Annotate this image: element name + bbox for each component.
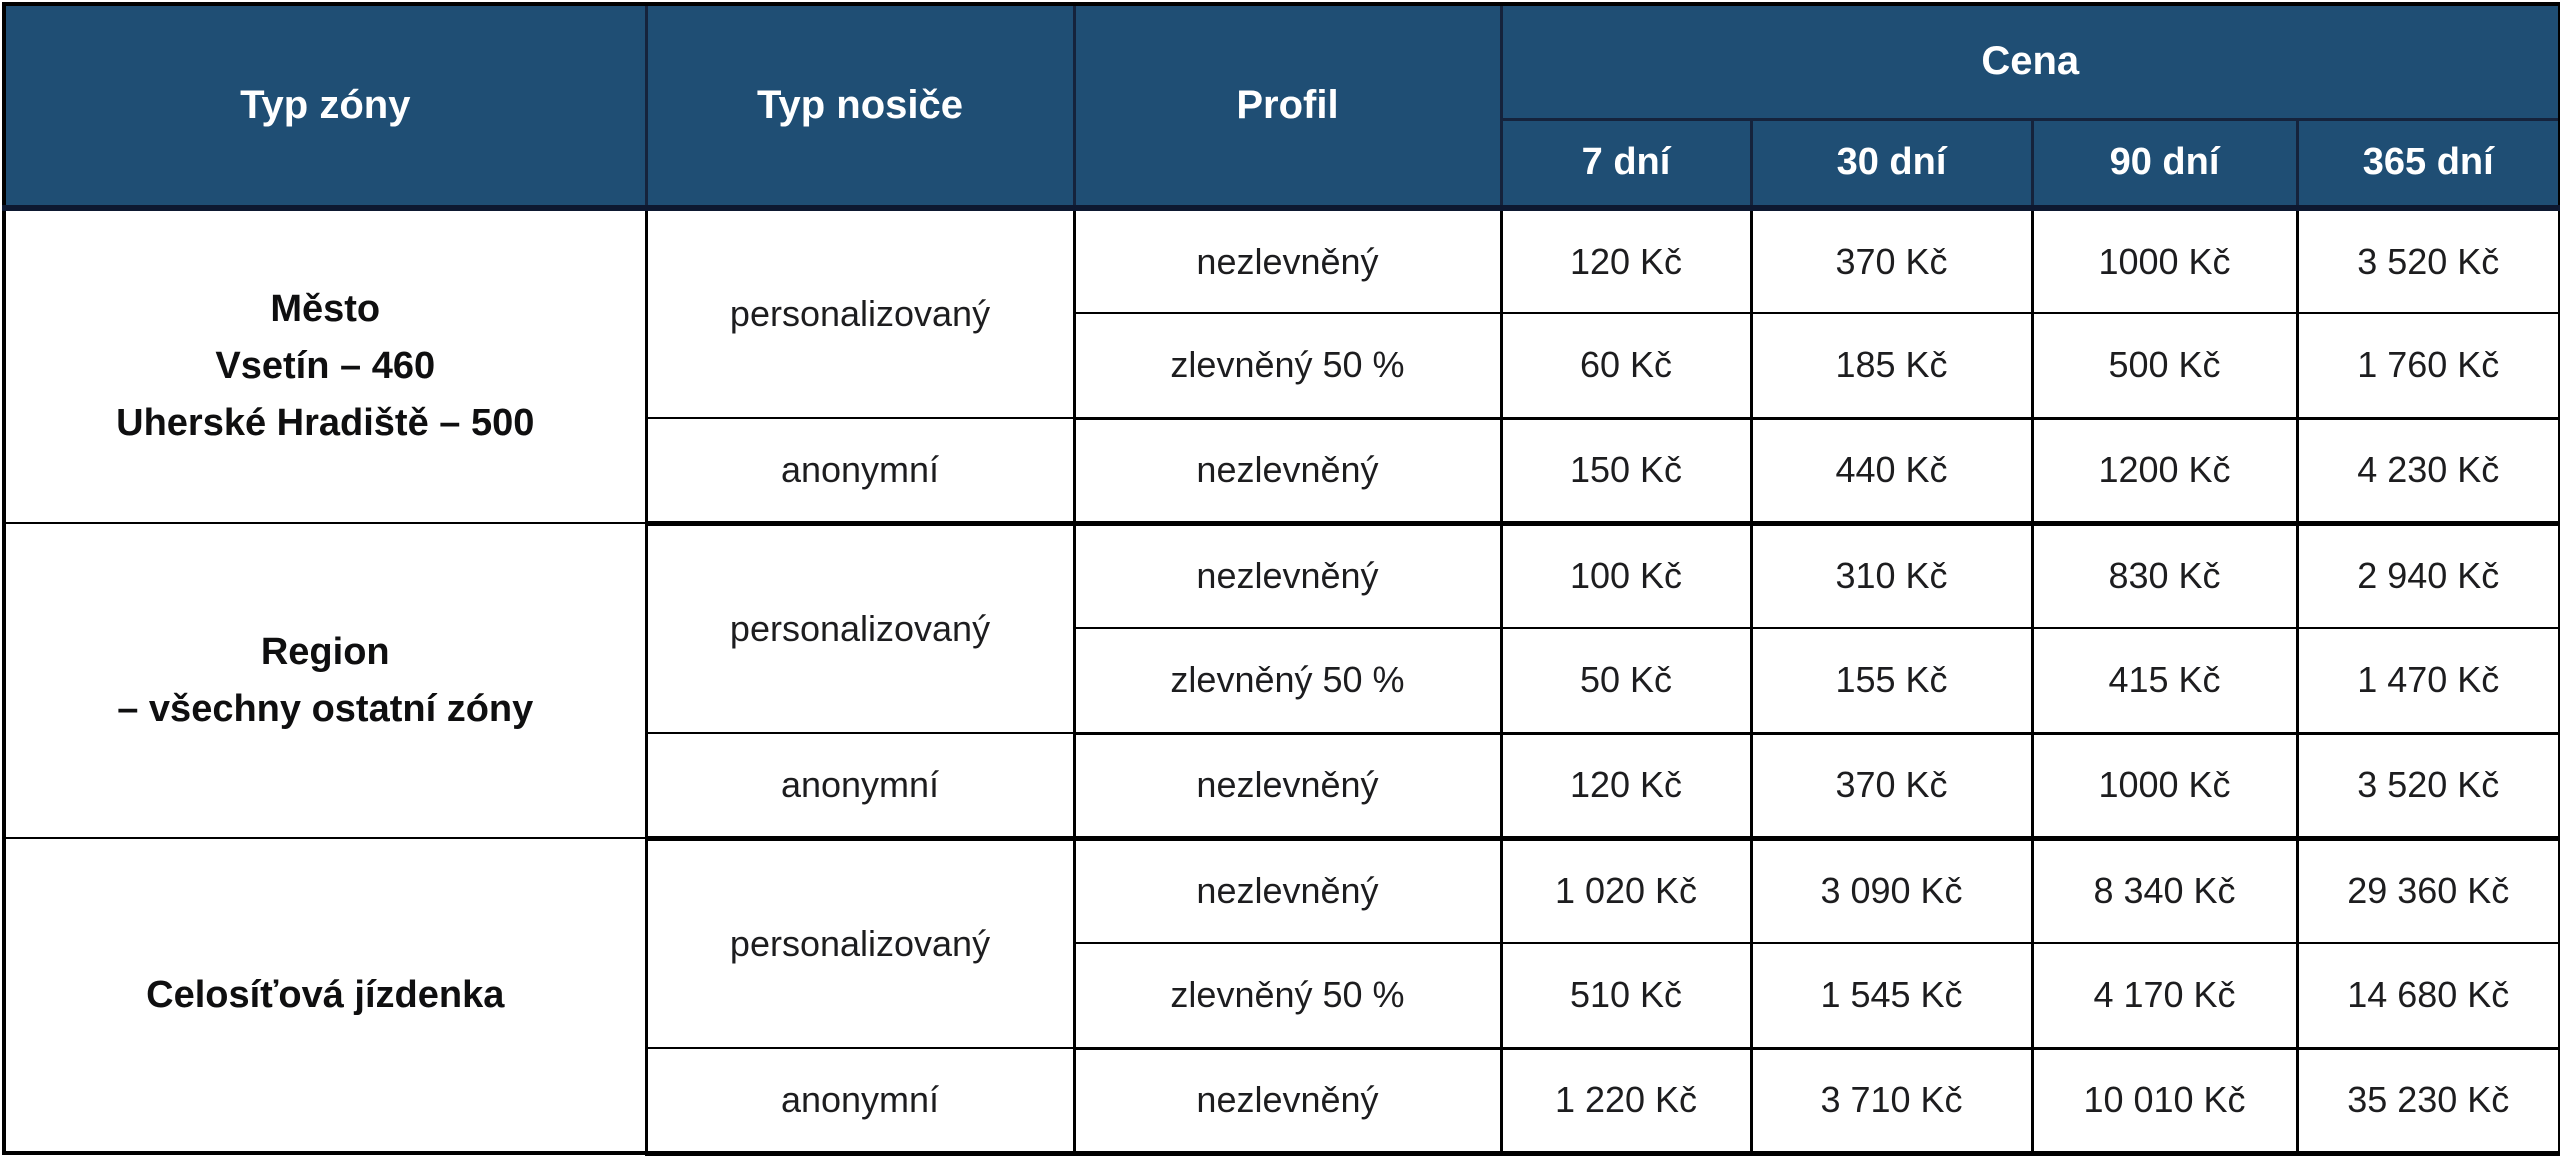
price-cell: 120 Kč xyxy=(1499,208,1753,314)
price-cell: 4 170 Kč xyxy=(2030,943,2299,1050)
price-cell: 510 Kč xyxy=(1499,943,1753,1050)
price-cell: 370 Kč xyxy=(1749,733,2034,841)
carrier-cell: anonymní xyxy=(644,1048,1076,1156)
price-cell: 3 090 Kč xyxy=(1749,838,2034,944)
table-row: Region – všechny ostatní zóny personaliz… xyxy=(2,523,2560,839)
price-cell: 1 760 Kč xyxy=(2295,313,2560,420)
price-cell: 370 Kč xyxy=(1749,208,2034,314)
price-cell: 415 Kč xyxy=(2030,628,2299,735)
carrier-cell: personalizovaný xyxy=(644,208,1076,419)
profile-cell: zlevněný 50 % xyxy=(1072,313,1503,420)
price-cell: 830 Kč xyxy=(2030,523,2299,629)
table-row: Celosíťová jízdenka personalizovaný nezl… xyxy=(2,838,2560,1154)
price-cell: 1000 Kč xyxy=(2030,208,2299,314)
table-row: zlevněný 50 % 50 Kč 155 Kč 415 Kč 1 470 … xyxy=(4,628,2560,735)
carrier-cell: anonymní xyxy=(644,733,1076,841)
table-row: anonymní nezlevněný 150 Kč 440 Kč 1200 K… xyxy=(4,418,2560,526)
header-cell-period-30: 30 dní xyxy=(1749,119,2034,211)
carrier-cell: anonymní xyxy=(644,418,1076,526)
price-cell: 1 545 Kč xyxy=(1749,943,2034,1050)
profile-cell: zlevněný 50 % xyxy=(1072,628,1503,735)
price-cell: 14 680 Kč xyxy=(2295,943,2560,1050)
price-cell: 3 710 Kč xyxy=(1749,1048,2034,1156)
price-cell: 150 Kč xyxy=(1499,418,1753,526)
profile-cell: nezlevněný xyxy=(1072,418,1503,526)
table-header-row-1: Typ zóny Typ nosiče Profil Cena xyxy=(2,4,2560,211)
carrier-cell: personalizovaný xyxy=(644,523,1076,734)
price-cell: 2 940 Kč xyxy=(2295,523,2560,629)
price-cell: 60 Kč xyxy=(1499,313,1753,420)
price-cell: 120 Kč xyxy=(1499,733,1753,841)
price-cell: 29 360 Kč xyxy=(2295,838,2560,944)
profile-cell: zlevněný 50 % xyxy=(1072,943,1503,1050)
price-cell: 155 Kč xyxy=(1749,628,2034,735)
price-cell: 1000 Kč xyxy=(2030,733,2299,841)
price-cell: 3 520 Kč xyxy=(2295,733,2560,841)
price-cell: 185 Kč xyxy=(1749,313,2034,420)
price-cell: 4 230 Kč xyxy=(2295,418,2560,526)
price-cell: 500 Kč xyxy=(2030,313,2299,420)
table-row: Město Vsetín – 460 Uherské Hradiště – 50… xyxy=(2,208,2560,524)
header-cell-price: Cena xyxy=(1499,4,2560,121)
price-cell: 1200 Kč xyxy=(2030,418,2299,526)
table-row: anonymní nezlevněný 1 220 Kč 3 710 Kč 10… xyxy=(4,1048,2560,1156)
price-cell: 10 010 Kč xyxy=(2030,1048,2299,1156)
header-cell-period-7: 7 dní xyxy=(1499,119,1753,211)
header-cell-zone-type: Typ zóny xyxy=(2,4,648,211)
price-cell: 1 220 Kč xyxy=(1499,1048,1753,1156)
table-body: Město Vsetín – 460 Uherské Hradiště – 50… xyxy=(2,208,2560,1156)
profile-cell: nezlevněný xyxy=(1072,733,1503,841)
zone-cell: Celosíťová jízdenka xyxy=(2,838,648,1154)
table-row: anonymní nezlevněný 120 Kč 370 Kč 1000 K… xyxy=(4,733,2560,841)
table-header-row-2: 7 dní 30 dní 90 dní 365 dní xyxy=(4,119,2560,211)
price-cell: 100 Kč xyxy=(1499,523,1753,629)
profile-cell: nezlevněný xyxy=(1072,523,1503,629)
profile-cell: nezlevněný xyxy=(1072,1048,1503,1156)
price-cell: 440 Kč xyxy=(1749,418,2034,526)
header-cell-carrier-type: Typ nosiče xyxy=(644,4,1076,211)
header-cell-period-365: 365 dní xyxy=(2295,119,2560,211)
header-cell-period-90: 90 dní xyxy=(2030,119,2299,211)
zone-cell: Region – všechny ostatní zóny xyxy=(2,523,648,839)
price-cell: 310 Kč xyxy=(1749,523,2034,629)
price-cell: 8 340 Kč xyxy=(2030,838,2299,944)
price-cell: 1 470 Kč xyxy=(2295,628,2560,735)
price-cell: 1 020 Kč xyxy=(1499,838,1753,944)
zone-cell: Město Vsetín – 460 Uherské Hradiště – 50… xyxy=(2,208,648,524)
profile-cell: nezlevněný xyxy=(1072,838,1503,944)
profile-cell: nezlevněný xyxy=(1072,208,1503,314)
price-cell: 35 230 Kč xyxy=(2295,1048,2560,1156)
table-row: zlevněný 50 % 510 Kč 1 545 Kč 4 170 Kč 1… xyxy=(4,943,2560,1050)
price-cell: 3 520 Kč xyxy=(2295,208,2560,314)
price-cell: 50 Kč xyxy=(1499,628,1753,735)
header-cell-profile: Profil xyxy=(1072,4,1503,211)
table-row: zlevněný 50 % 60 Kč 185 Kč 500 Kč 1 760 … xyxy=(4,313,2560,420)
table-header: Typ zóny Typ nosiče Profil Cena 7 dní 30… xyxy=(2,4,2560,211)
carrier-cell: personalizovaný xyxy=(644,838,1076,1049)
